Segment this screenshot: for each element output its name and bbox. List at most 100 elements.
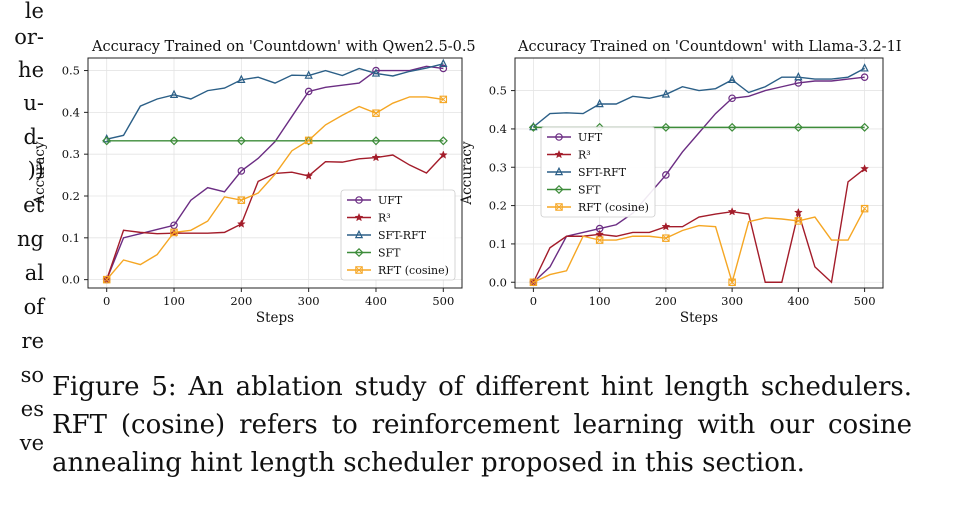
data-point	[661, 122, 671, 132]
x-tick-label: 100	[163, 294, 185, 308]
left-column-line: or-	[14, 25, 44, 49]
series-line	[532, 76, 865, 283]
left-column-line: es	[20, 397, 44, 421]
x-tick-label: 300	[298, 294, 320, 308]
legend-label: RFT (cosine)	[578, 201, 649, 214]
data-point	[169, 89, 179, 99]
data-point	[439, 64, 448, 73]
legend-box	[340, 189, 456, 281]
series-line	[106, 63, 444, 140]
legend-label: SFT-RFT	[578, 166, 627, 179]
legend-marker	[355, 266, 363, 274]
legend-marker	[554, 166, 564, 176]
data-point	[860, 73, 869, 81]
legend-label: RFT (cosine)	[378, 264, 449, 277]
legend-label: R³	[578, 149, 591, 162]
data-point	[661, 89, 671, 98]
data-point	[304, 87, 313, 96]
data-point	[595, 229, 605, 239]
data-point	[236, 136, 246, 146]
data-point	[102, 275, 111, 284]
left-column-line: so	[20, 363, 44, 387]
data-point	[371, 68, 381, 77]
series-group	[102, 58, 448, 284]
data-point	[236, 219, 246, 228]
data-point	[170, 221, 178, 230]
x-tick-label: 500	[854, 294, 876, 308]
data-point	[728, 278, 736, 286]
data-point	[237, 74, 246, 83]
legend-marker	[354, 212, 364, 222]
left-column-line: he	[18, 58, 44, 82]
data-point	[102, 136, 112, 146]
data-point	[727, 74, 737, 84]
chart-panel-1: 0.0 0.1 0.2 0.3 0.4 0.5 0 100 200 300 400 500 Accura…	[32, 39, 476, 326]
y-tick-label: 0.4	[62, 105, 80, 119]
series-line	[532, 67, 865, 128]
x-axis-label: Steps	[256, 310, 294, 326]
legend-marker	[555, 133, 563, 141]
left-column-text: le or-he u-d-)) et ng al of re so es ve	[0, 0, 44, 508]
legend-marker	[354, 229, 364, 239]
left-column-line: re	[21, 329, 44, 353]
x-tick-label: 100	[589, 294, 611, 308]
x-tick-label: 400	[787, 294, 809, 308]
legend-label: SFT	[378, 247, 401, 260]
legend-box	[540, 126, 656, 218]
left-column-line: u-	[23, 91, 44, 115]
data-point	[793, 122, 803, 132]
data-point	[529, 278, 538, 286]
left-column-line: al	[24, 261, 44, 285]
chart-panel-2: 0.0 0.1 0.2 0.3 0.4 0.5 0 100 200 300 400 500 Accura…	[459, 39, 902, 326]
data-point	[237, 196, 246, 204]
data-point	[794, 72, 803, 81]
left-column-line: le	[24, 0, 44, 23]
data-point	[860, 122, 870, 132]
y-axis-label: Accuracy	[459, 141, 475, 206]
figure-5: 0.0 0.1 0.2 0.3 0.4 0.5 0 100 200 300 400 500 Accura…	[32, 39, 902, 326]
data-point	[662, 171, 670, 179]
plot-frame	[514, 57, 884, 289]
legend-label: SFT-RFT	[378, 229, 427, 242]
legend-label: UFT	[378, 194, 403, 207]
data-point	[237, 167, 246, 175]
chart-title: Accuracy Trained on 'Countdown' with Lla…	[517, 39, 902, 55]
series-line	[106, 65, 444, 280]
data-point	[661, 221, 671, 231]
data-point	[595, 98, 604, 108]
data-point	[794, 217, 803, 225]
x-tick-label: 200	[230, 294, 252, 308]
data-point	[662, 234, 670, 242]
x-tick-label: 300	[721, 294, 743, 308]
legend-marker	[354, 247, 364, 258]
y-tick-label: 0.4	[489, 122, 507, 136]
left-column-line: of	[23, 295, 44, 319]
legend-marker	[355, 196, 363, 204]
data-point	[595, 236, 604, 244]
y-tick-label: 0.1	[62, 231, 80, 245]
x-tick-label: 400	[365, 294, 387, 308]
data-point	[860, 204, 869, 213]
data-point	[371, 152, 381, 162]
x-tick-label: 500	[432, 294, 454, 308]
series-line	[106, 96, 444, 281]
x-tick-label: 200	[655, 294, 677, 308]
series-line	[533, 208, 866, 285]
data-point	[793, 207, 803, 217]
left-column-line: et	[23, 193, 44, 217]
data-point	[371, 136, 381, 146]
caption-text: An ablation study of different hint leng…	[52, 372, 912, 478]
data-point	[860, 63, 869, 72]
legend-label: SFT	[578, 184, 601, 197]
y-axis-label: Accuracy	[32, 141, 48, 206]
y-tick-label: 0.5	[489, 84, 507, 98]
legend-marker	[554, 149, 564, 159]
series-line	[532, 168, 866, 284]
data-point	[372, 109, 380, 117]
data-point	[304, 70, 313, 79]
data-point	[439, 95, 448, 104]
data-point	[529, 121, 538, 131]
data-point	[304, 171, 314, 180]
left-column-line: ve	[19, 431, 44, 455]
figure-caption: Figure 5: An ablation study of different…	[52, 368, 912, 482]
